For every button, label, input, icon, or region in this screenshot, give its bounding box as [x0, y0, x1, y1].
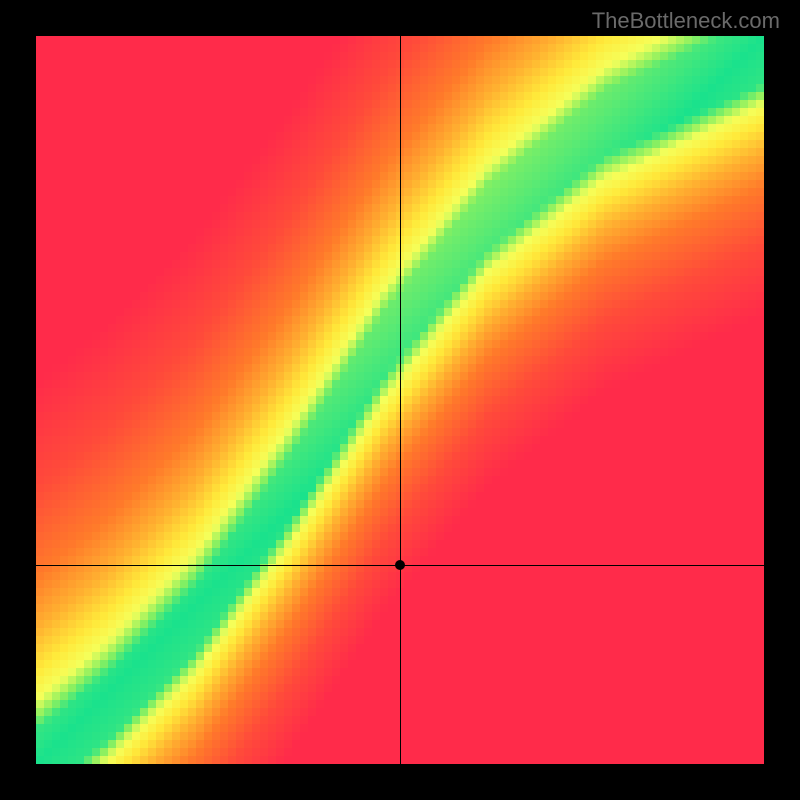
watermark-text: TheBottleneck.com: [592, 8, 780, 34]
crosshair-vertical: [400, 36, 401, 764]
plot-area: [36, 36, 764, 764]
crosshair-marker: [395, 560, 405, 570]
